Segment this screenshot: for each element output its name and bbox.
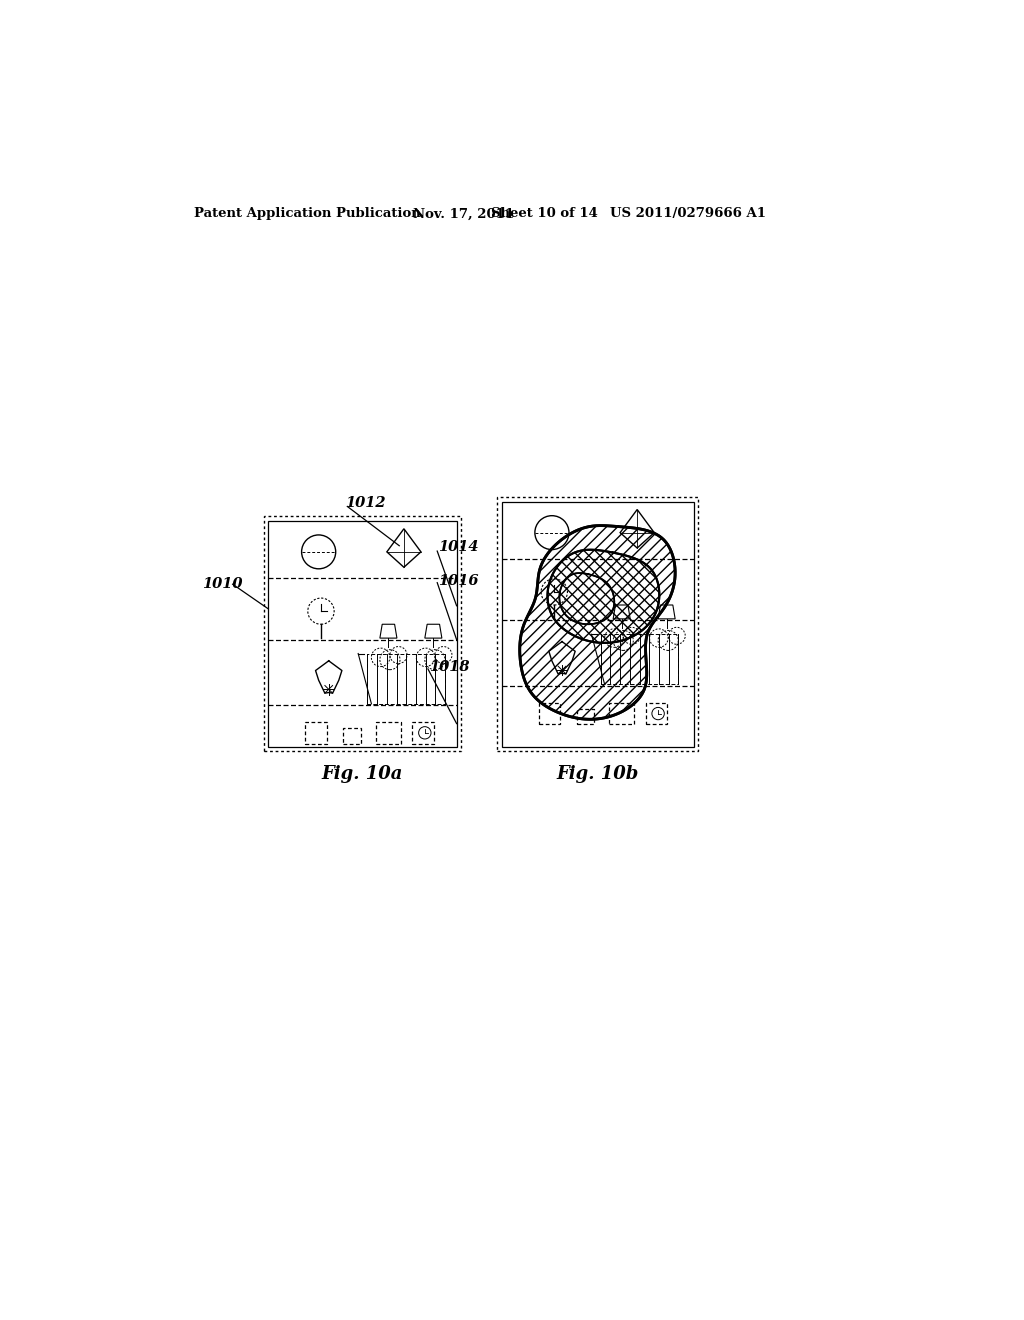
Bar: [497, 498, 698, 751]
Bar: [577, 709, 594, 725]
Bar: [646, 702, 668, 725]
Bar: [376, 722, 400, 743]
Bar: [368, 653, 445, 704]
Bar: [305, 722, 328, 743]
Bar: [609, 702, 634, 725]
Text: Patent Application Publication: Patent Application Publication: [194, 207, 421, 220]
Bar: [413, 722, 434, 743]
Bar: [343, 729, 360, 743]
Bar: [268, 521, 457, 747]
Text: 1010: 1010: [203, 577, 243, 591]
Bar: [601, 635, 678, 684]
Text: 1014: 1014: [438, 540, 478, 554]
Text: 1012: 1012: [345, 495, 385, 510]
Text: 1016: 1016: [438, 574, 478, 589]
Text: 1018: 1018: [429, 660, 469, 673]
Text: US 2011/0279666 A1: US 2011/0279666 A1: [610, 207, 766, 220]
Text: Sheet 10 of 14: Sheet 10 of 14: [490, 207, 598, 220]
Text: Fig. 10b: Fig. 10b: [556, 766, 639, 783]
Bar: [502, 502, 693, 747]
Bar: [539, 702, 560, 725]
Text: Nov. 17, 2011: Nov. 17, 2011: [414, 207, 514, 220]
Bar: [263, 516, 461, 751]
Text: Fig. 10a: Fig. 10a: [322, 766, 403, 783]
